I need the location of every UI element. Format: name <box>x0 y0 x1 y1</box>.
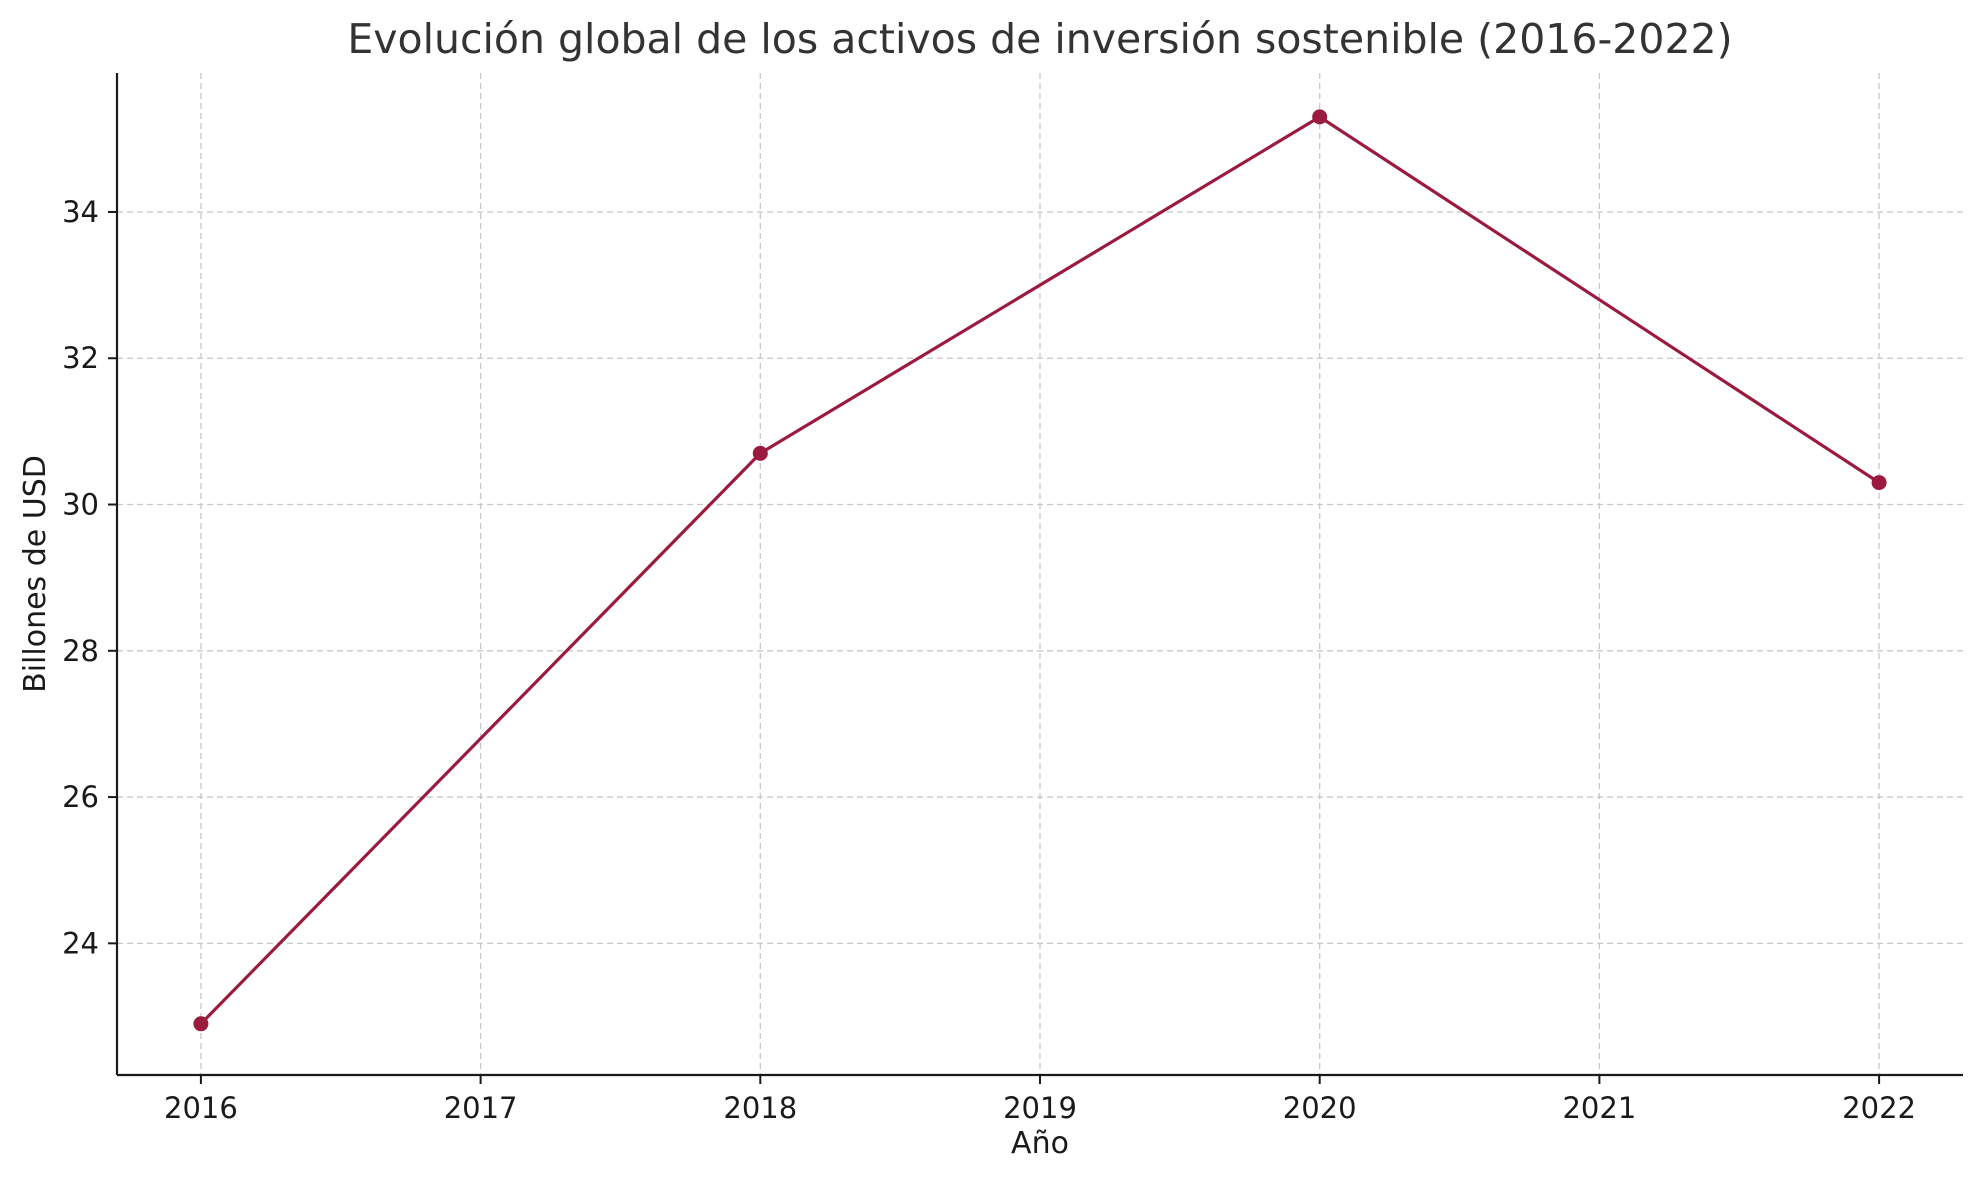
y-axis-label: Billones de USD <box>18 455 53 693</box>
data-point <box>1871 475 1887 491</box>
data-point <box>752 445 768 461</box>
y-tick-label: 26 <box>62 780 99 814</box>
y-tick-label: 32 <box>62 341 99 375</box>
x-tick-label: 2021 <box>1562 1091 1636 1125</box>
x-tick-label: 2018 <box>723 1091 797 1125</box>
grid <box>117 73 1963 1075</box>
x-tick-label: 2022 <box>1842 1091 1916 1125</box>
series-line <box>199 115 1880 1025</box>
x-tick-label: 2019 <box>1003 1091 1077 1125</box>
ticks: 2016 2017 2018 2019 2020 2021 2022 24 26 28 30 32 34 <box>62 195 1916 1125</box>
y-tick-label: 28 <box>62 634 99 668</box>
data-point <box>1312 109 1328 125</box>
y-tick-label: 30 <box>62 488 99 522</box>
x-axis-label: Año <box>1011 1126 1069 1161</box>
data-point <box>193 1016 209 1032</box>
x-tick-label: 2016 <box>164 1091 238 1125</box>
x-tick-label: 2017 <box>444 1091 518 1125</box>
series <box>193 109 1887 1032</box>
x-tick-label: 2020 <box>1283 1091 1357 1125</box>
y-tick-label: 24 <box>62 926 99 960</box>
chart-title: Evolución global de los activos de inver… <box>347 15 1732 63</box>
y-tick-label: 34 <box>62 195 99 229</box>
